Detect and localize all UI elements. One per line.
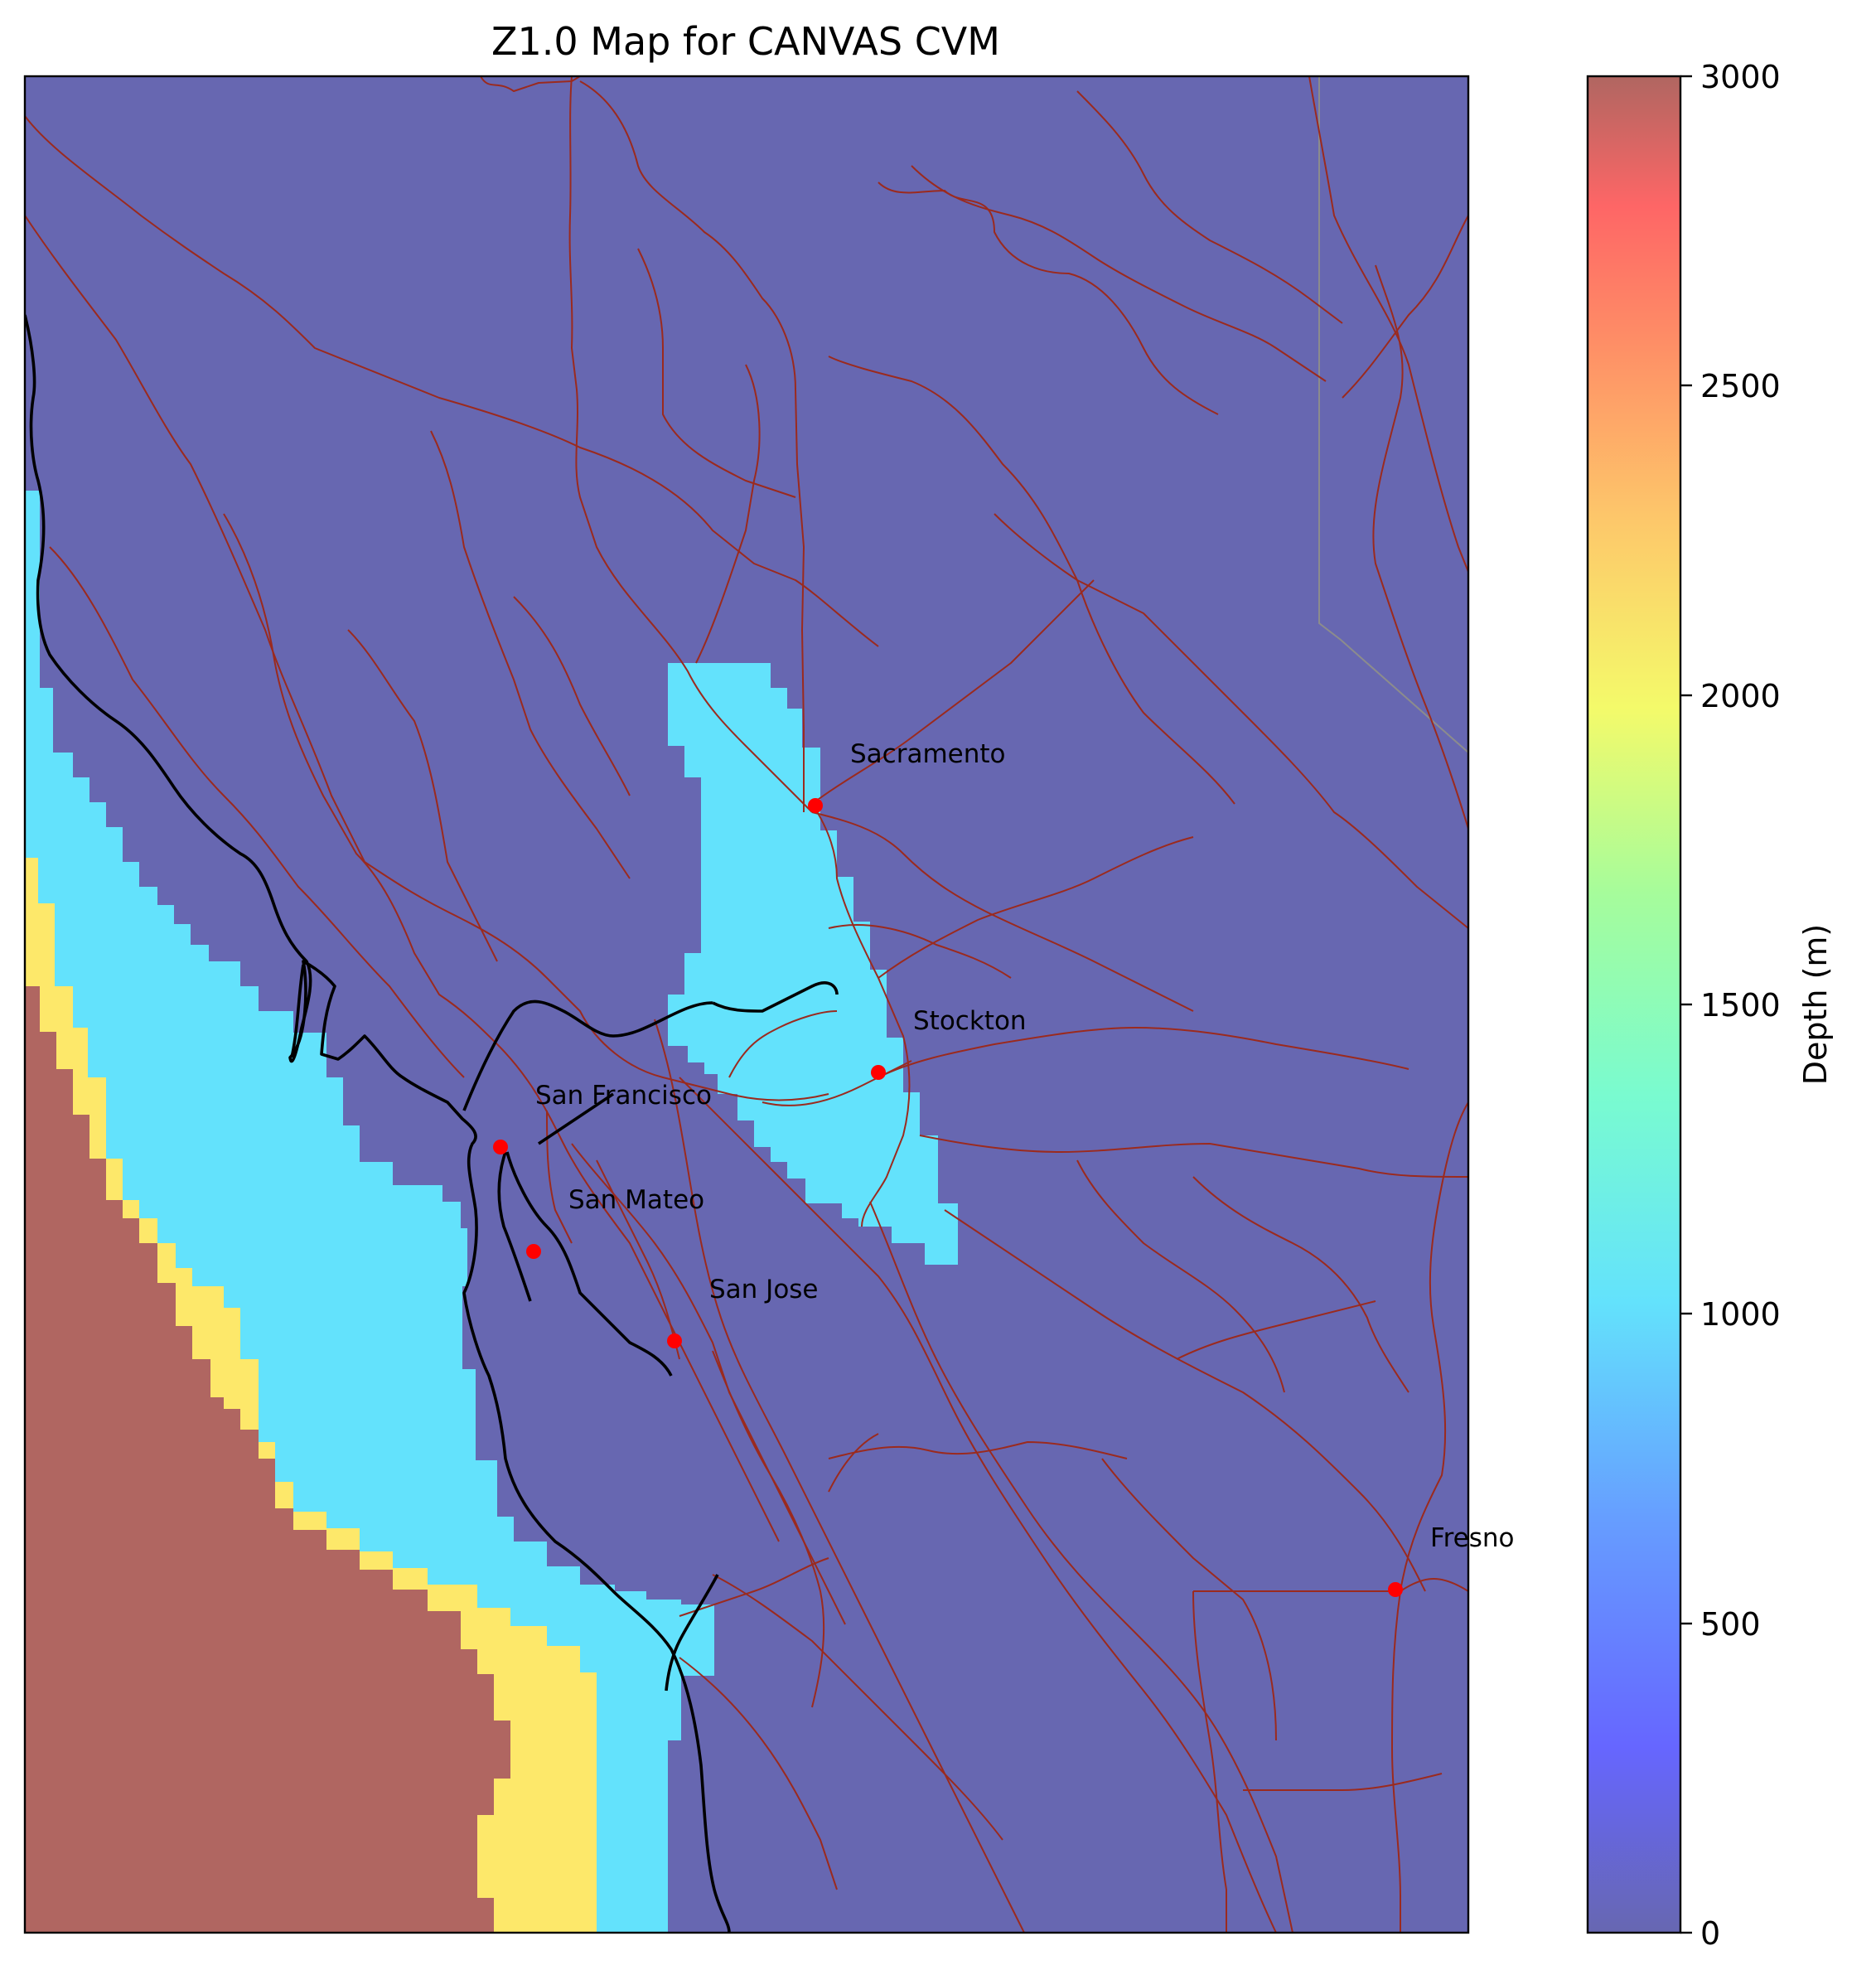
- colorbar-tick-2500: 2500: [1700, 368, 1781, 404]
- depth-zone-deepest: [25, 986, 510, 1933]
- colorbar-tick-500: 500: [1700, 1606, 1761, 1643]
- colorbar-tick-2000: 2000: [1700, 678, 1781, 714]
- colorbar-tick-0: 0: [1700, 1915, 1720, 1952]
- city-label-san-mateo: San Mateo: [568, 1185, 704, 1215]
- map-frame: [23, 75, 1470, 1934]
- city-marker-fresno: [1388, 1582, 1403, 1597]
- city-markers: Sacramento Stockton San Francisco San Ma…: [493, 739, 1514, 1597]
- colorbar: 0 500 1000 1500 2000 2500 3000 Depth (m): [1586, 59, 1834, 1952]
- city-marker-san-francisco: [493, 1140, 508, 1154]
- city-label-san-jose: San Jose: [709, 1275, 819, 1304]
- city-label-san-francisco: San Francisco: [535, 1081, 712, 1111]
- coastline: [25, 314, 839, 1933]
- city-marker-sacramento: [808, 798, 823, 813]
- colorbar-tick-1000: 1000: [1700, 1296, 1781, 1333]
- city-label-stockton: Stockton: [913, 1006, 1027, 1036]
- road-network: [25, 76, 1468, 1933]
- map-title: Z1.0 Map for CANVAS CVM: [491, 19, 1000, 64]
- depth-zone-basin-valley: [668, 663, 958, 1265]
- colorbar-tick-1500: 1500: [1700, 987, 1781, 1024]
- map-area: [25, 76, 1468, 1933]
- city-label-sacramento: Sacramento: [850, 739, 1006, 769]
- colorbar-gradient: [1586, 75, 1682, 1934]
- city-label-fresno: Fresno: [1430, 1523, 1514, 1553]
- city-marker-san-jose: [667, 1333, 682, 1348]
- colorbar-tick-3000: 3000: [1700, 59, 1781, 95]
- state-border-nevada: [1318, 76, 1468, 753]
- colorbar-label: Depth (m): [1797, 924, 1834, 1086]
- city-marker-san-mateo: [526, 1244, 541, 1259]
- city-marker-stockton: [871, 1065, 886, 1080]
- colorbar-ticks: 0 500 1000 1500 2000 2500 3000: [1680, 59, 1781, 1952]
